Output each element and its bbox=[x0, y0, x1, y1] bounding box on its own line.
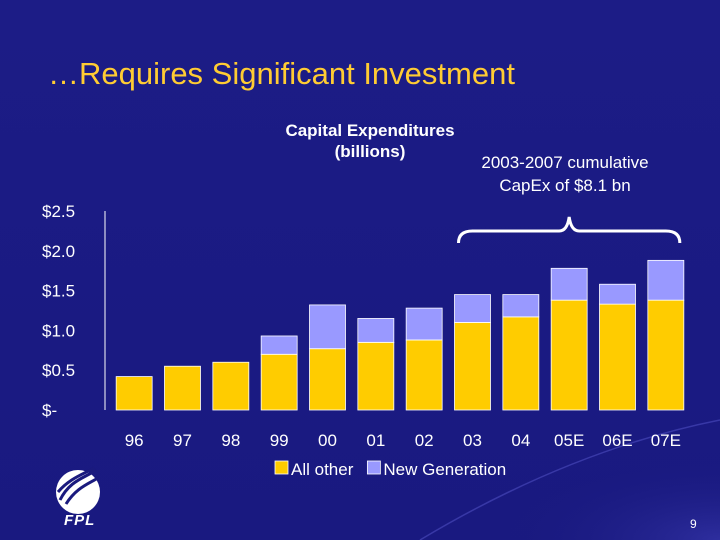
y-tick-label: $1.0 bbox=[42, 321, 75, 340]
x-tick-label: 97 bbox=[173, 431, 192, 450]
y-tick-label: $2.0 bbox=[42, 242, 75, 261]
y-tick-label: $- bbox=[42, 401, 57, 420]
chart-title-line-1: Capital Expenditures bbox=[285, 121, 455, 140]
annotation-line-1: 2003-2007 cumulative bbox=[481, 153, 649, 172]
background-swoosh bbox=[360, 400, 720, 540]
bar-all-other bbox=[260, 353, 298, 411]
bar-all-other bbox=[405, 339, 443, 411]
bar-all-other bbox=[599, 303, 636, 411]
logo-text: FPL bbox=[64, 512, 96, 529]
x-tick-label: 01 bbox=[366, 431, 385, 450]
cumulative-annotation: 2003-2007 cumulative CapEx of $8.1 bn bbox=[460, 151, 670, 197]
legend-swatch bbox=[274, 460, 289, 475]
x-tick-label: 00 bbox=[318, 431, 337, 450]
curly-brace bbox=[457, 216, 682, 244]
x-tick-label: 04 bbox=[511, 431, 530, 450]
page-number: 9 bbox=[690, 517, 697, 531]
x-tick-label: 99 bbox=[270, 431, 289, 450]
chart-title-line-2: (billions) bbox=[334, 142, 406, 161]
x-tick-label: 07E bbox=[651, 431, 681, 450]
legend-label: All other bbox=[291, 460, 354, 479]
bar-all-other bbox=[502, 316, 540, 411]
bar-all-other bbox=[647, 299, 685, 411]
bar-new-generation bbox=[647, 259, 685, 301]
x-tick-label: 02 bbox=[415, 431, 434, 450]
logo-swoosh-icon bbox=[56, 466, 99, 505]
x-tick-label: 96 bbox=[125, 431, 144, 450]
y-tick-label: $2.5 bbox=[42, 202, 75, 221]
bar-all-other bbox=[357, 341, 395, 411]
chart-title: Capital Expenditures (billions) bbox=[250, 120, 490, 162]
fpl-logo bbox=[56, 466, 100, 514]
x-tick-label: 98 bbox=[221, 431, 240, 450]
y-tick-label: $0.5 bbox=[42, 361, 75, 380]
brace-layer bbox=[457, 216, 682, 244]
y-tick-label: $1.5 bbox=[42, 282, 75, 301]
bar-all-other bbox=[164, 365, 201, 411]
legend-layer: All other New Generation bbox=[274, 460, 506, 479]
annotation-line-2: CapEx of $8.1 bn bbox=[499, 176, 631, 195]
bar-all-other bbox=[550, 299, 588, 411]
bar-new-generation bbox=[599, 283, 636, 305]
x-tick-label: 06E bbox=[602, 431, 632, 450]
bar-all-other bbox=[309, 348, 346, 411]
x-tick-label: 03 bbox=[463, 431, 482, 450]
bars-layer bbox=[115, 259, 685, 411]
bar-all-other bbox=[454, 322, 491, 411]
bar-all-other bbox=[212, 361, 250, 411]
bar-new-generation bbox=[357, 318, 395, 343]
slide-title: …Requires Significant Investment bbox=[48, 56, 515, 91]
bar-new-generation bbox=[550, 267, 588, 301]
bar-new-generation bbox=[454, 294, 491, 323]
legend-swatch bbox=[366, 460, 381, 475]
background-swoosh-line bbox=[419, 419, 720, 540]
bar-all-other bbox=[115, 376, 153, 411]
bar-new-generation bbox=[405, 307, 443, 341]
bar-new-generation bbox=[309, 304, 346, 350]
legend-label: New Generation bbox=[383, 460, 506, 479]
x-tick-label: 05E bbox=[554, 431, 584, 450]
bar-new-generation bbox=[502, 294, 540, 318]
axis-layer: $- $0.5 $1.0 $1.5 $2.0 $2.5 96 97 98 99 00 01 02 03 04… bbox=[42, 202, 681, 450]
bar-new-generation bbox=[260, 335, 298, 355]
